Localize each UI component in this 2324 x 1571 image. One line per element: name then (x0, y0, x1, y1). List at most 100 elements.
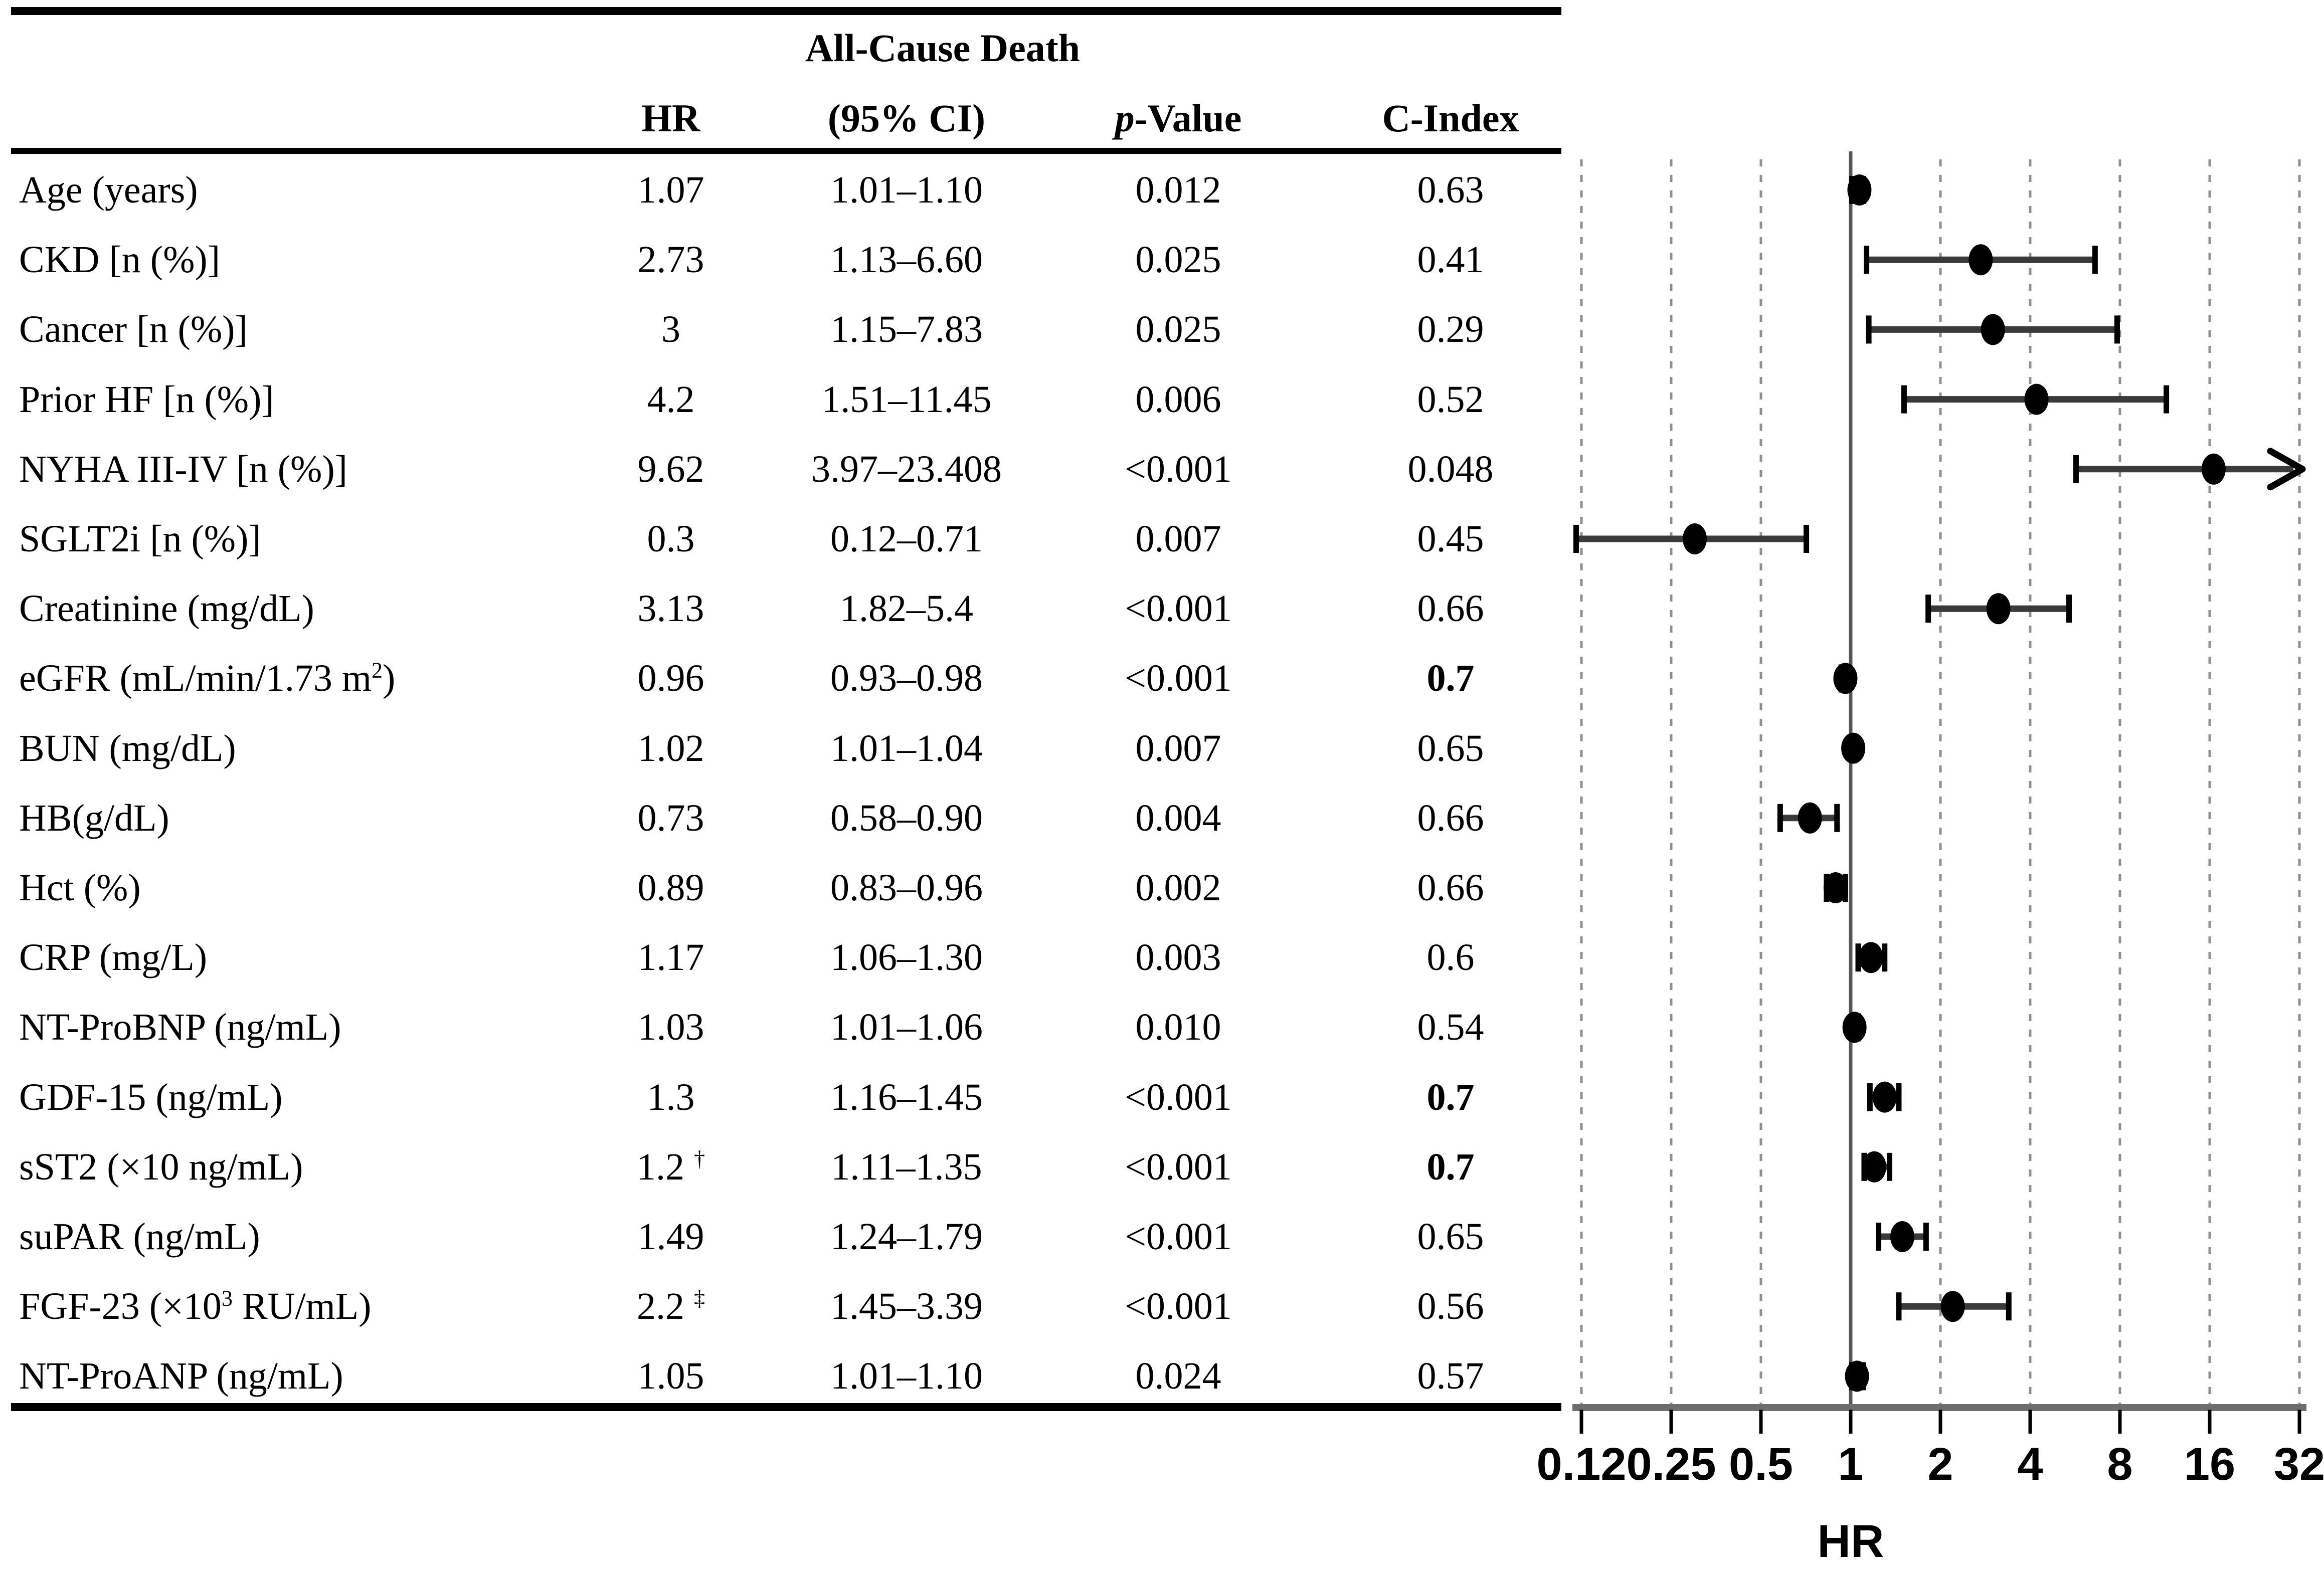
hr-point (1823, 872, 1848, 903)
ci-value: 0.93–0.98 (830, 657, 983, 700)
hr-point (1890, 1221, 1914, 1252)
hr-value: 1.3 (647, 1076, 695, 1118)
ci-value: 0.12–0.71 (830, 518, 983, 560)
row-label: CRP (mg/L) (19, 936, 208, 979)
table-row: NYHA III-IV [n (%)] 9.62 3.97–23.408 <0.001… (0, 434, 1571, 504)
x-axis-tick-label: 2 (1927, 1439, 1953, 1490)
ci-cap-low (1896, 1292, 1902, 1321)
ci-cap-high (2006, 1292, 2012, 1321)
ci-value: 1.45–3.39 (830, 1285, 983, 1328)
row-label: NT-ProANP (ng/mL) (19, 1355, 343, 1398)
x-axis-tick-label: 0.5 (1729, 1439, 1793, 1490)
ci-value: 1.06–1.30 (830, 936, 983, 979)
c-index-value: 0.65 (1417, 727, 1484, 769)
table-bottom-rule (11, 1403, 1561, 1411)
ci-value: 1.16–1.45 (830, 1076, 983, 1118)
c-index-value: 0.29 (1417, 308, 1484, 351)
hr-point (2024, 383, 2049, 415)
ci-value: 1.01–1.10 (830, 1355, 983, 1398)
ci-cap-low (1867, 1083, 1873, 1111)
ci-value: 1.13–6.60 (830, 239, 983, 281)
hr-value: 4.2 (647, 378, 695, 421)
table-row: GDF-15 (ng/mL) 1.3 1.16–1.45 <0.001 0.7 (0, 1062, 1571, 1132)
hr-value: 1.03 (637, 1006, 704, 1049)
hr-point (1969, 244, 1993, 276)
x-axis-tick-label: 16 (2184, 1439, 2235, 1490)
p-value: 0.024 (1135, 1355, 1221, 1398)
p-value: <0.001 (1125, 587, 1232, 630)
hr-point (1833, 663, 1858, 694)
p-value: <0.001 (1125, 1216, 1232, 1258)
c-index-value: 0.6 (1426, 936, 1475, 979)
c-index-value: 0.7 (1426, 657, 1475, 700)
ci-cap-high (2092, 246, 2098, 274)
ci-value: 1.24–1.79 (830, 1216, 983, 1258)
ci-cap-low (1901, 385, 1907, 414)
hr-point (1872, 1081, 1897, 1113)
ci-value: 0.83–0.96 (830, 867, 983, 909)
p-italic: p (1115, 96, 1135, 140)
row-label: CKD [n (%)] (19, 239, 221, 281)
ci-value: 1.82–5.4 (840, 587, 973, 630)
ci-cap-high (2114, 315, 2120, 344)
table-row: CRP (mg/L) 1.17 1.06–1.30 0.003 0.6 (0, 922, 1571, 993)
c-index-value: 0.57 (1417, 1355, 1484, 1398)
table-row: Creatinine (mg/dL) 3.13 1.82–5.4 <0.001 0.66 (0, 573, 1571, 644)
ci-cap-high (1882, 943, 1888, 972)
p-value: 0.025 (1135, 239, 1221, 281)
c-index-value: 0.54 (1417, 1006, 1484, 1049)
row-label: Age (years) (19, 169, 198, 211)
x-axis-tick-label: 4 (2017, 1439, 2043, 1490)
hr-value: 9.62 (637, 448, 704, 490)
table-row: Cancer [n (%)] 3 1.15–7.83 0.025 0.29 (0, 294, 1571, 364)
hr-value: 0.89 (637, 867, 704, 909)
c-index-value: 0.41 (1417, 239, 1484, 281)
p-value: <0.001 (1125, 1145, 1232, 1188)
table-row: eGFR (mL/min/1.73 m2) 0.96 0.93–0.98 <0.001… (0, 643, 1571, 713)
row-label: NT-ProBNP (ng/mL) (19, 1006, 341, 1049)
c-index-value: 0.7 (1426, 1145, 1475, 1188)
table-row: Hct (%) 0.89 0.83–0.96 0.002 0.66 (0, 853, 1571, 923)
c-index-value: 0.65 (1417, 1216, 1484, 1258)
row-label: GDF-15 (ng/mL) (19, 1076, 283, 1118)
hr-value: 3.13 (637, 587, 704, 630)
ci-cap-low (1866, 315, 1872, 344)
row-label: Prior HF [n (%)] (19, 378, 274, 421)
x-axis-tick-label: 8 (2107, 1439, 2132, 1490)
hr-point (1940, 1291, 1965, 1322)
ci-cap-high (1886, 1152, 1892, 1181)
ci-value: 1.11–1.35 (831, 1145, 982, 1188)
hr-point (1847, 174, 1872, 206)
table-row: HB(g/dL) 0.73 0.58–0.90 0.004 0.66 (0, 783, 1571, 853)
row-label: Cancer [n (%)] (19, 308, 248, 351)
row-label: HB(g/dL) (19, 797, 169, 839)
p-value: 0.007 (1135, 727, 1221, 769)
hr-value: 1.07 (637, 169, 704, 211)
table-row: SGLT2i [n (%)] 0.3 0.12–0.71 0.007 0.45 (0, 504, 1571, 574)
row-label: suPAR (ng/mL) (19, 1216, 260, 1258)
hr-value: 1.2 † (636, 1145, 705, 1188)
p-value: <0.001 (1125, 1285, 1232, 1328)
hr-value: 3 (661, 308, 680, 351)
ci-value: 3.97–23.408 (811, 448, 1002, 490)
p-value: 0.010 (1135, 1006, 1221, 1049)
ci-arrow-right (2267, 448, 2306, 491)
hr-value: 0.3 (647, 518, 695, 560)
x-axis-tick-label: 0.25 (1626, 1439, 1716, 1490)
hr-value: 1.49 (637, 1216, 704, 1258)
hr-point (1859, 942, 1883, 973)
hr-value: 2.73 (637, 239, 704, 281)
ci-cap-high (1923, 1223, 1929, 1251)
p-rest: -Value (1134, 96, 1242, 140)
row-label: Creatinine (mg/dL) (19, 587, 314, 630)
p-value: <0.001 (1125, 448, 1232, 490)
ci-cap-high (2164, 385, 2170, 414)
hr-value: 0.73 (637, 797, 704, 839)
hr-value: 0.96 (637, 657, 704, 700)
ci-cap-high (1834, 804, 1840, 832)
c-index-value: 0.7 (1426, 1076, 1475, 1118)
ci-cap-high (1896, 1083, 1902, 1111)
column-header-p-value: p-Value (1078, 83, 1279, 153)
